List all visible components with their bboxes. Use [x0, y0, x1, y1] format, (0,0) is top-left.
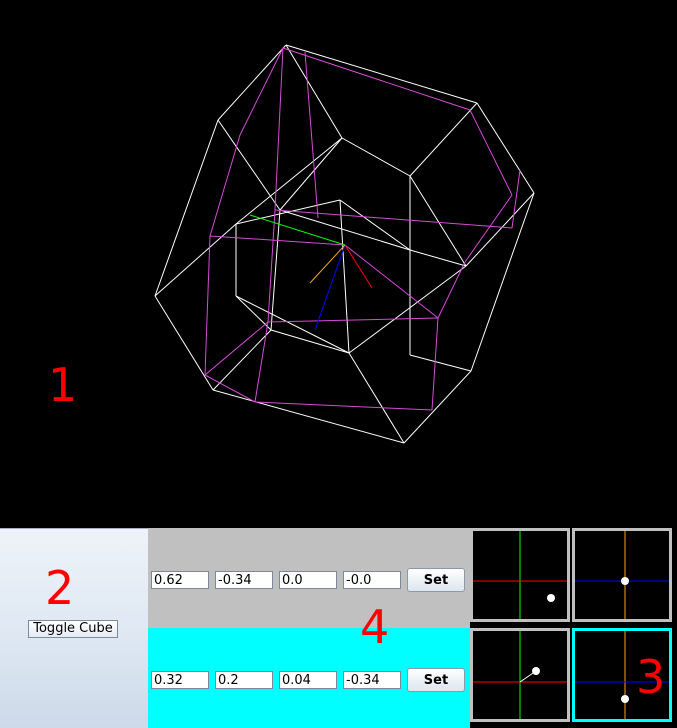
axis-gizmo [249, 214, 373, 331]
tesseract-viewport[interactable] [0, 0, 677, 528]
joystick-4[interactable] [572, 628, 672, 722]
tesseract-wireframe [154, 44, 535, 444]
row1-value-3[interactable] [279, 571, 337, 589]
row1-value-2[interactable] [215, 571, 273, 589]
row1-value-4[interactable] [343, 571, 401, 589]
axis-y-line [249, 214, 346, 246]
joystick-2[interactable] [572, 528, 672, 622]
control-panel: 2 Toggle Cube [0, 528, 148, 728]
axis-z-line [314, 244, 346, 331]
joystick-3-knob [532, 667, 540, 675]
axis-x-line [344, 244, 373, 289]
joystick-1[interactable] [470, 528, 570, 622]
row1-set-button[interactable]: Set [407, 568, 465, 592]
row2-value-4[interactable] [343, 671, 401, 689]
row2-set-button[interactable]: Set [407, 668, 465, 692]
joystick-panel: 3 [470, 528, 677, 728]
value-row-1: Set [148, 528, 470, 628]
row2-value-1[interactable] [151, 671, 209, 689]
toggle-cube-button[interactable]: Toggle Cube [28, 620, 118, 638]
joystick-4-knob [621, 695, 629, 703]
row2-value-3[interactable] [279, 671, 337, 689]
joystick-3[interactable] [470, 628, 570, 722]
row1-value-1[interactable] [151, 571, 209, 589]
value-row-2: Set [148, 628, 470, 728]
inner-edges [204, 47, 521, 411]
row2-value-2[interactable] [215, 671, 273, 689]
joystick-2-knob [621, 577, 629, 585]
outer-edges [154, 44, 535, 444]
region-label-controls: 2 [45, 561, 75, 615]
joystick-1-knob [547, 594, 555, 602]
axis-w-line [309, 244, 346, 284]
